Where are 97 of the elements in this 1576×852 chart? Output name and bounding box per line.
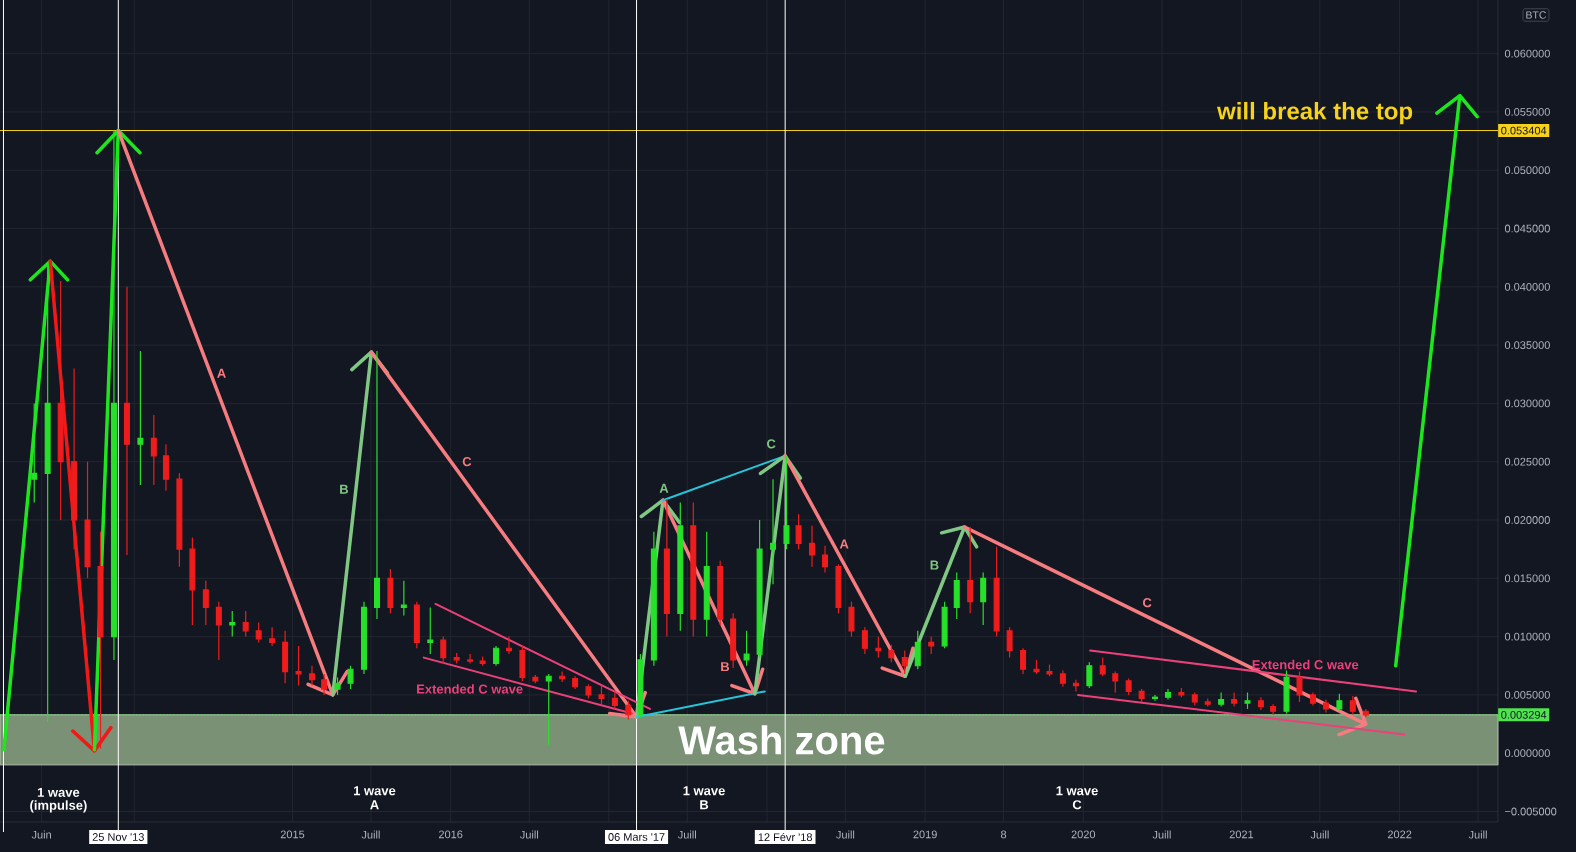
x-tick-label: 2022 xyxy=(1387,830,1412,839)
y-tick-label: −0.005000 xyxy=(1505,807,1557,816)
series-label: A xyxy=(839,539,849,549)
candlestick xyxy=(1152,694,1159,702)
line-series xyxy=(48,259,113,753)
x-tick-label: Juill xyxy=(677,830,696,839)
y-tick-label: 0.015000 xyxy=(1504,574,1550,583)
candlestick xyxy=(162,443,169,492)
candlestick xyxy=(650,531,657,667)
series-label: B xyxy=(721,662,730,672)
y-tick-label: 0.020000 xyxy=(1504,516,1550,524)
series-label: C xyxy=(1142,598,1152,608)
x-tick-label: 2019 xyxy=(913,830,937,839)
candlestick xyxy=(1231,691,1238,708)
ref-line-label: 25 Nov '13 xyxy=(92,833,144,841)
candlestick xyxy=(1270,703,1277,716)
annotation: 1 wave xyxy=(353,786,396,796)
candlestick xyxy=(809,525,816,568)
candlestick xyxy=(611,690,618,710)
candlestick xyxy=(97,531,104,750)
annotation: C xyxy=(1072,800,1082,810)
ref-line-label: 12 Févr '18 xyxy=(758,832,813,842)
series-label: Extended C wave xyxy=(1252,659,1359,670)
candlestick xyxy=(282,630,289,684)
y-tick-label: 0.040000 xyxy=(1504,282,1550,291)
candlestick xyxy=(559,670,566,683)
x-tick-label: 2015 xyxy=(280,830,305,839)
candlestick xyxy=(308,665,315,687)
candlestick xyxy=(861,626,868,655)
y-tick-label: 0.055000 xyxy=(1504,108,1550,116)
candlestick xyxy=(493,645,500,667)
x-tick-label: Juill xyxy=(836,830,855,839)
candlestick xyxy=(505,636,512,655)
candlestick xyxy=(1257,696,1264,711)
x-tick-label: 2016 xyxy=(438,830,463,839)
y-tick-label: 0.050000 xyxy=(1504,166,1550,175)
y-tick-label: 0.000000 xyxy=(1504,749,1550,758)
series-label: A xyxy=(659,483,669,493)
series-label: Extended C wave xyxy=(417,684,523,694)
candlestick xyxy=(321,673,328,696)
candlestick xyxy=(663,498,670,638)
band-label: Wash zone xyxy=(678,725,885,755)
line-series xyxy=(962,525,1368,737)
candlestick xyxy=(572,675,579,690)
series-label: A xyxy=(217,368,226,378)
line-series xyxy=(369,350,647,719)
series-label: C xyxy=(462,456,472,467)
candlestick xyxy=(71,367,78,550)
annotation: will break the top xyxy=(1217,101,1413,125)
candlestick xyxy=(137,350,144,486)
x-tick-label: 8 xyxy=(1000,830,1007,839)
x-tick-label: Juill xyxy=(1468,830,1487,839)
annotation: B xyxy=(700,800,709,810)
candlestick xyxy=(770,478,777,585)
candlestick xyxy=(1020,647,1027,675)
candlestick xyxy=(44,262,51,723)
x-tick-label: 2021 xyxy=(1229,830,1254,839)
candlestick xyxy=(360,601,367,675)
candlestick xyxy=(150,414,157,486)
x-tick-label: Juin xyxy=(31,830,51,839)
ref-line-label: 0.053404 xyxy=(1501,126,1547,135)
line-series xyxy=(331,350,390,697)
y-tick-label: 0.005000 xyxy=(1504,691,1550,699)
annotation: 1 wave xyxy=(683,786,725,796)
candlestick xyxy=(1164,688,1171,701)
candlestick xyxy=(123,286,130,556)
x-tick-label: Juill xyxy=(361,830,380,839)
y-axis-title: BTC xyxy=(1526,11,1547,19)
series-label: B xyxy=(340,484,349,494)
series-label: C xyxy=(767,439,776,449)
annotation: (impulse) xyxy=(30,800,87,813)
candlestick xyxy=(1322,698,1329,713)
candlestick xyxy=(822,545,829,574)
series-label: B xyxy=(930,560,939,570)
y-tick-label: 0.045000 xyxy=(1504,224,1550,233)
y-tick-label: 0.060000 xyxy=(1504,49,1550,58)
candlestick xyxy=(31,402,38,504)
y-tick-label: 0.025000 xyxy=(1504,457,1550,466)
line-series xyxy=(903,525,979,678)
x-tick-label: Juill xyxy=(1152,830,1171,839)
candlestick xyxy=(1218,691,1225,708)
candlestick xyxy=(373,350,380,620)
annotation: 1 wave xyxy=(37,787,80,797)
candlestick xyxy=(57,280,64,521)
x-tick-label: Juill xyxy=(1310,830,1329,839)
y-tick-label: 0.035000 xyxy=(1504,341,1550,350)
annotation: 1 wave xyxy=(1056,786,1098,796)
y-tick-label: 0.010000 xyxy=(1504,632,1550,641)
ref-line-label: 06 Mars '17 xyxy=(608,833,665,841)
y-tick-label: 0.030000 xyxy=(1504,399,1550,408)
ref-line-label: 0.003294 xyxy=(1501,710,1547,719)
x-tick-label: 2020 xyxy=(1071,830,1096,839)
x-tick-label: Juill xyxy=(519,830,539,839)
annotation: A xyxy=(370,800,379,810)
candlestick xyxy=(1059,669,1066,688)
candlestick xyxy=(1072,679,1079,693)
candlestick xyxy=(269,626,276,647)
